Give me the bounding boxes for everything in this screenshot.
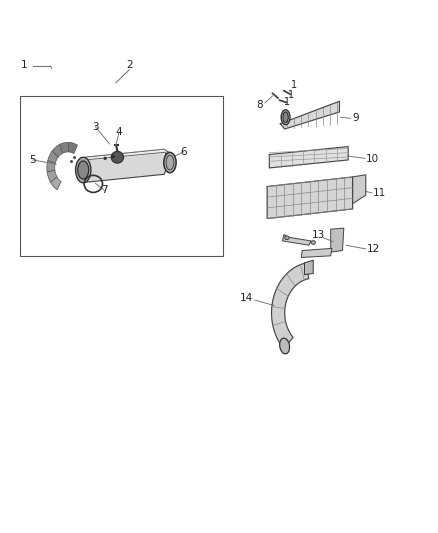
Polygon shape	[81, 149, 169, 182]
Ellipse shape	[280, 338, 290, 354]
Polygon shape	[272, 263, 309, 349]
Ellipse shape	[112, 156, 114, 158]
Polygon shape	[60, 142, 69, 153]
Ellipse shape	[285, 236, 289, 239]
Ellipse shape	[166, 155, 174, 170]
Ellipse shape	[78, 161, 88, 179]
Polygon shape	[47, 171, 57, 182]
Text: 5: 5	[29, 155, 36, 165]
Text: 6: 6	[180, 147, 187, 157]
Text: 11: 11	[373, 189, 386, 198]
Ellipse shape	[75, 157, 91, 183]
Polygon shape	[48, 151, 58, 164]
Polygon shape	[47, 161, 55, 172]
Text: 1: 1	[284, 98, 290, 107]
Polygon shape	[68, 142, 78, 154]
Text: 1: 1	[288, 90, 294, 100]
Text: 13: 13	[312, 230, 325, 239]
Polygon shape	[85, 149, 169, 160]
Text: 7: 7	[101, 185, 108, 195]
Text: 14: 14	[240, 294, 253, 303]
Polygon shape	[283, 235, 311, 245]
Polygon shape	[301, 248, 332, 257]
Polygon shape	[353, 175, 366, 204]
Ellipse shape	[111, 151, 124, 163]
Text: 8: 8	[256, 100, 263, 110]
Ellipse shape	[281, 110, 290, 125]
Polygon shape	[331, 228, 344, 252]
Polygon shape	[269, 147, 348, 168]
Polygon shape	[267, 177, 353, 219]
Ellipse shape	[164, 152, 176, 173]
Ellipse shape	[283, 112, 288, 123]
Text: 12: 12	[367, 245, 380, 254]
Polygon shape	[50, 177, 61, 190]
Polygon shape	[280, 101, 339, 129]
Polygon shape	[52, 144, 63, 157]
Text: 1: 1	[291, 80, 297, 90]
Ellipse shape	[104, 157, 106, 160]
Ellipse shape	[311, 241, 315, 244]
Text: 1: 1	[21, 60, 28, 70]
Polygon shape	[304, 260, 313, 274]
Text: 10: 10	[366, 154, 379, 164]
Text: 9: 9	[352, 114, 359, 123]
Text: 3: 3	[92, 122, 99, 132]
Bar	[20, 96, 223, 256]
Text: 2: 2	[126, 60, 133, 70]
Text: 4: 4	[116, 127, 123, 137]
